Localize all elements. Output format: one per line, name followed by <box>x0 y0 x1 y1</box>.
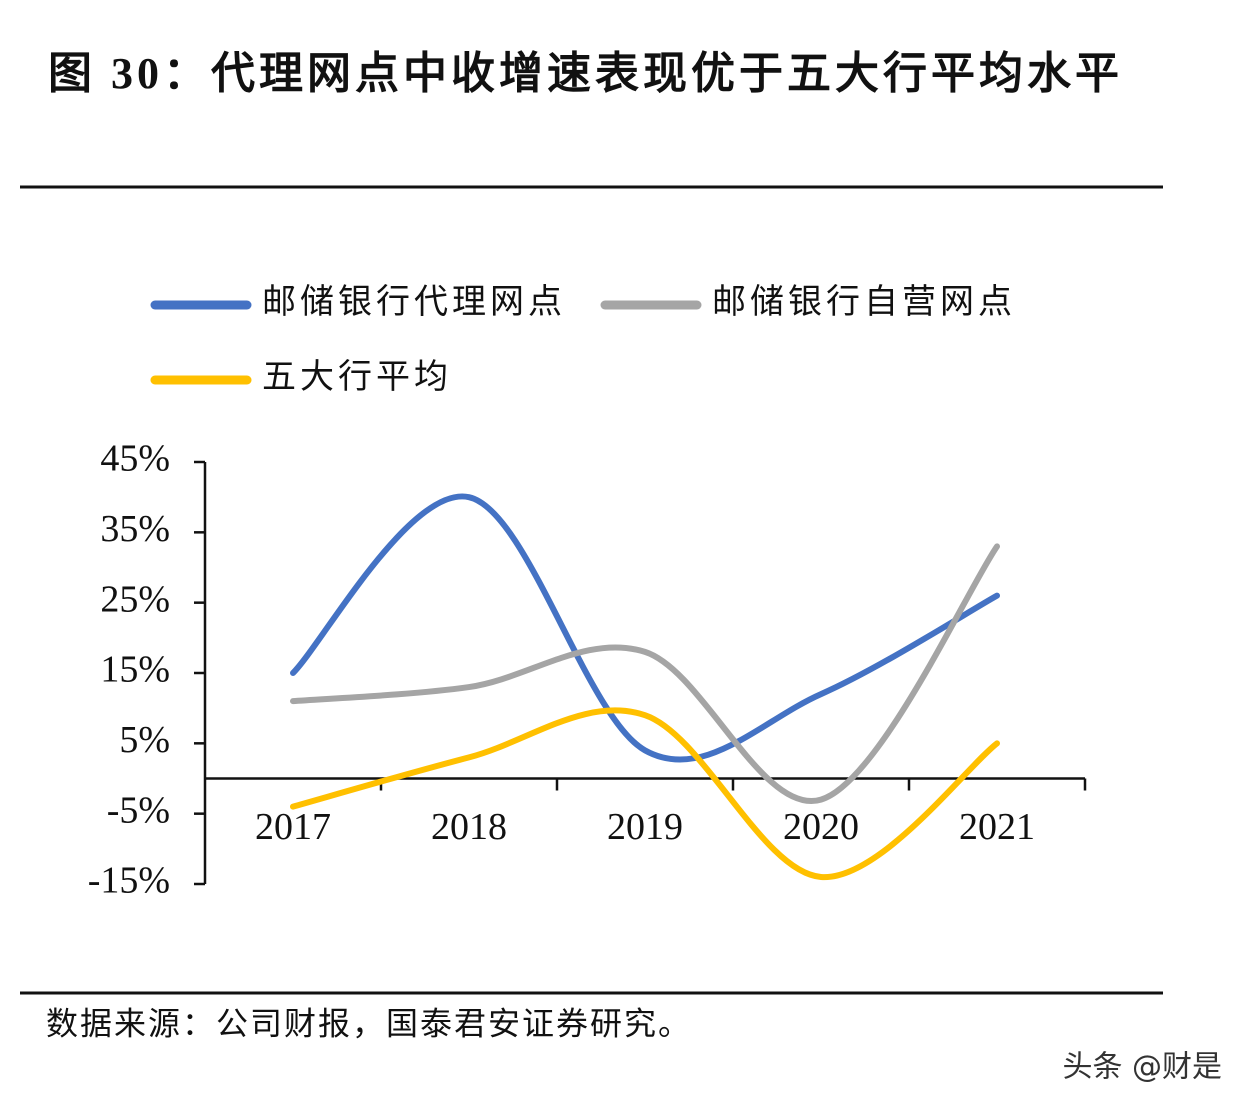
y-tick-label: 25% <box>100 578 170 620</box>
series-line <box>290 543 1000 805</box>
source: 数据来源：公司财报，国泰君安证券研究。 <box>46 1005 692 1041</box>
y-tick-label: -5% <box>107 789 170 831</box>
watermark: 头条 @财是 <box>1062 1050 1222 1085</box>
y-tick-label: 5% <box>119 719 170 761</box>
x-tick-label: 2018 <box>431 806 507 848</box>
legend-label: 邮储银行代理网点 <box>262 283 566 321</box>
series-line <box>290 707 1000 880</box>
y-tick-label: 45% <box>100 438 170 480</box>
y-tick-label: 35% <box>100 508 170 550</box>
chart-title: 图 30：代理网点中收增速表现优于五大行平均水平 <box>48 49 1123 98</box>
x-tick-label: 2020 <box>783 806 859 848</box>
legend-label: 邮储银行自营网点 <box>712 283 1016 321</box>
series-line <box>290 493 1000 763</box>
x-tick-label: 2019 <box>607 806 683 848</box>
y-tick-label: 15% <box>100 649 170 691</box>
legend-label: 五大行平均 <box>262 358 452 396</box>
x-tick-label: 2021 <box>959 806 1035 848</box>
y-tick-label: -15% <box>88 860 170 902</box>
x-tick-label: 2017 <box>255 806 331 848</box>
